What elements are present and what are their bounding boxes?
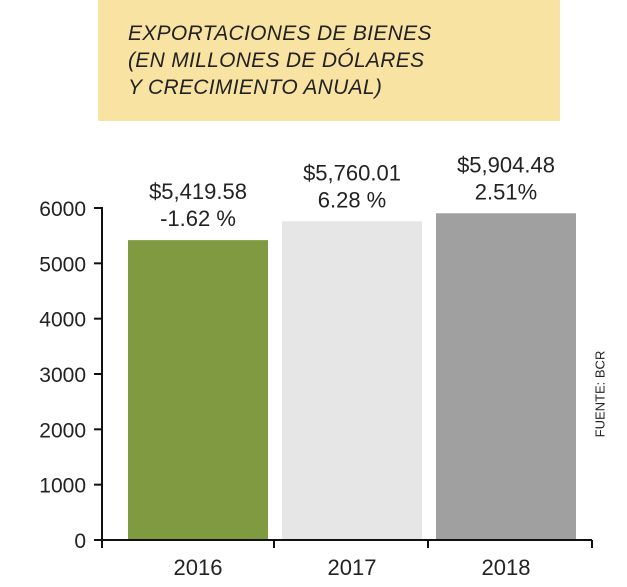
data-label-growth-2017: 6.28 % [318, 187, 387, 212]
y-tick-label-2000: 2000 [39, 419, 86, 442]
data-label-growth-2018: 2.51% [475, 179, 537, 204]
x-tick-label-2018: 2018 [482, 555, 531, 580]
chart-title-line-1: EXPORTACIONES DE BIENES [128, 22, 432, 45]
x-tick-label-2017: 2017 [328, 555, 377, 580]
data-label-growth-2016: -1.62 % [160, 206, 236, 231]
y-tick-label-3000: 3000 [39, 364, 86, 387]
y-tick-label-4000: 4000 [39, 309, 86, 332]
y-tick-label-5000: 5000 [39, 253, 86, 276]
data-label-value-2017: $5,760.01 [303, 160, 401, 185]
x-tick-label-2016: 2016 [174, 555, 223, 580]
y-tick-label-6000: 6000 [39, 198, 86, 221]
chart-title-box: EXPORTACIONES DE BIENES (EN MILLONES DE … [98, 0, 560, 121]
bar-2017 [282, 221, 422, 540]
bar-2018 [436, 213, 576, 540]
y-tick-label-1000: 1000 [39, 475, 86, 498]
chart-title-line-3: Y CRECIMIENTO ANUAL) [128, 76, 383, 99]
chart-title-line-2: (EN MILLONES DE DÓLARES [128, 49, 425, 72]
data-label-value-2018: $5,904.48 [457, 152, 555, 177]
source-label: FUENTE: BCR [592, 350, 608, 438]
data-label-value-2016: $5,419.58 [149, 179, 247, 204]
y-tick-label-0: 0 [74, 530, 86, 553]
bar-2016 [128, 240, 268, 540]
